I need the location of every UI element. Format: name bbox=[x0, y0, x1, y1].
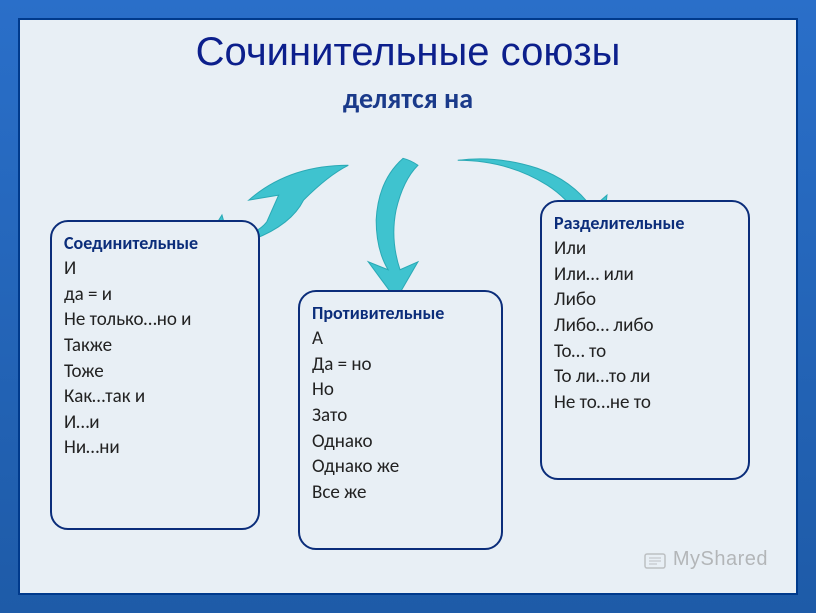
box-connective: Соединительные Ида = иНе только…но иТакж… bbox=[50, 220, 260, 530]
box-item: Все же bbox=[312, 480, 489, 506]
box-disjunctive-items: ИлиИли… илиЛибоЛибо… либоТо… тоТо ли…то … bbox=[554, 236, 736, 415]
watermark: MyShared bbox=[643, 548, 768, 571]
outer-frame: Сочинительные союзы делятся на Соедините… bbox=[0, 0, 816, 613]
box-item: То… то bbox=[554, 339, 736, 365]
box-disjunctive-header: Разделительные bbox=[554, 212, 736, 234]
box-item: Либо… либо bbox=[554, 313, 736, 339]
box-item: Однако же bbox=[312, 454, 489, 480]
box-item: То ли…то ли bbox=[554, 364, 736, 390]
boxes-container: Соединительные Ида = иНе только…но иТакж… bbox=[20, 220, 796, 600]
subtitle: делятся на bbox=[20, 81, 796, 116]
watermark-text: MyShared bbox=[673, 548, 768, 571]
box-item: Как…так и bbox=[64, 384, 246, 410]
box-item: Также bbox=[64, 333, 246, 359]
box-item: Но bbox=[312, 377, 489, 403]
box-connective-header: Соединительные bbox=[64, 232, 246, 254]
inner-frame: Сочинительные союзы делятся на Соедините… bbox=[18, 18, 798, 595]
watermark-icon bbox=[643, 550, 667, 570]
box-adversative-items: АДа = ноНоЗатоОднакоОднако жеВсе же bbox=[312, 326, 489, 505]
box-disjunctive: Разделительные ИлиИли… илиЛибоЛибо… либо… bbox=[540, 200, 750, 480]
box-adversative: Противительные АДа = ноНоЗатоОднакоОднак… bbox=[298, 290, 503, 550]
box-item: Или… или bbox=[554, 262, 736, 288]
box-adversative-header: Противительные bbox=[312, 302, 489, 324]
box-item: Тоже bbox=[64, 359, 246, 385]
box-item: Не то…не то bbox=[554, 390, 736, 416]
box-item: А bbox=[312, 326, 489, 352]
box-item: Зато bbox=[312, 403, 489, 429]
box-item: Не только…но и bbox=[64, 307, 246, 333]
box-item: Или bbox=[554, 236, 736, 262]
box-item: Либо bbox=[554, 287, 736, 313]
box-item: И bbox=[64, 256, 246, 282]
box-item: да = и bbox=[64, 282, 246, 308]
box-item: Однако bbox=[312, 429, 489, 455]
box-item: Ни…ни bbox=[64, 435, 246, 461]
box-connective-items: Ида = иНе только…но иТакжеТожеКак…так иИ… bbox=[64, 256, 246, 461]
box-item: Да = но bbox=[312, 352, 489, 378]
page-title: Сочинительные союзы bbox=[20, 20, 796, 75]
box-item: И…и bbox=[64, 410, 246, 436]
